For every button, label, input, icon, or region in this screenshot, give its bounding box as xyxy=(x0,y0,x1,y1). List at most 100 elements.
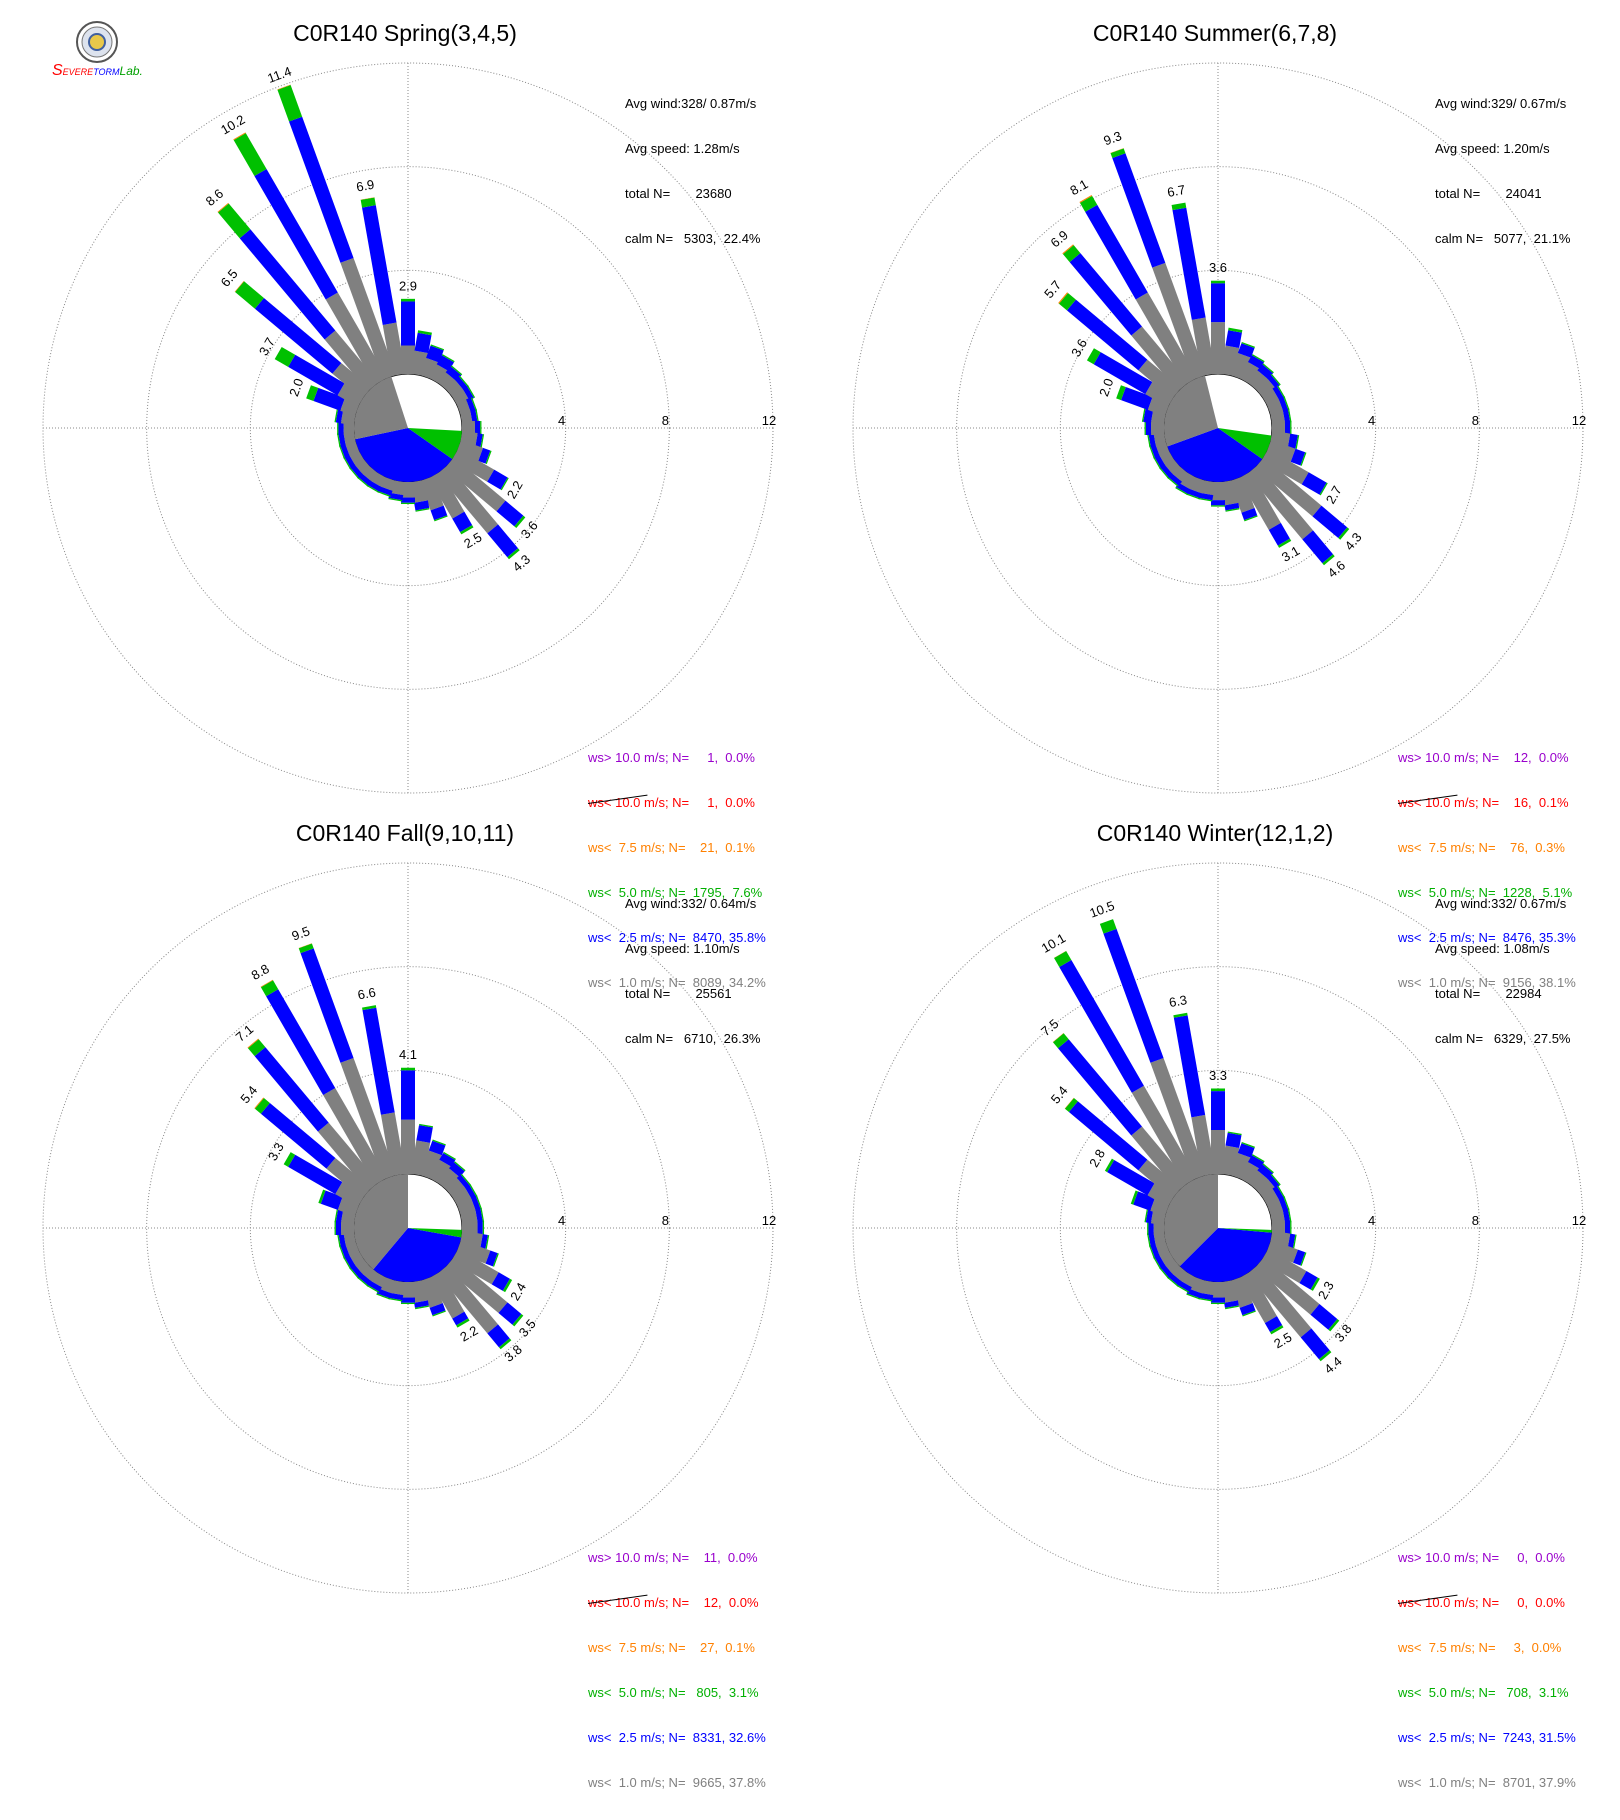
bar-340-green xyxy=(1099,919,1117,934)
bar-60-green xyxy=(1276,1185,1286,1198)
bar-30-green xyxy=(443,1151,456,1161)
bar-100-blue xyxy=(475,433,483,448)
bar-350-gray xyxy=(380,1112,406,1177)
bar-80-green xyxy=(1287,1208,1292,1223)
total-n: total N= 23680 xyxy=(625,186,732,201)
bar-140-blue xyxy=(487,524,519,558)
bar-300-blue xyxy=(288,354,345,396)
bar-label-120: 2.2 xyxy=(504,478,526,501)
bar-140-gray xyxy=(437,1264,499,1334)
bar-280-green xyxy=(1141,407,1146,422)
bar-130-blue xyxy=(1312,505,1348,539)
bar-30-blue xyxy=(1248,355,1265,370)
bar-190-blue xyxy=(388,1292,404,1301)
bar-170-blue xyxy=(414,500,430,511)
bar-150-gray xyxy=(428,471,465,519)
bar-180-green xyxy=(401,502,415,505)
bar-320-orange xyxy=(1052,1033,1064,1043)
ring-label-4: 4 xyxy=(1368,1213,1375,1228)
bar-60-blue xyxy=(462,385,474,401)
bar-0-gray xyxy=(401,345,415,374)
bar-50-gray xyxy=(444,1177,466,1199)
bar-320-green xyxy=(217,203,251,239)
bar-230-green xyxy=(1159,467,1170,479)
legend-ws-gt-10: ws> 10.0 m/s; N= 11, 0.0% xyxy=(588,1550,758,1565)
bar-90-green xyxy=(480,421,482,435)
bar-260-green xyxy=(1147,1233,1151,1248)
bar-340-gray xyxy=(1152,262,1207,380)
calm-sector-green xyxy=(1218,1228,1272,1233)
bar-320-orange xyxy=(1062,244,1074,255)
bar-300-blue xyxy=(1107,1159,1155,1196)
bar-10-blue xyxy=(416,1125,433,1143)
bar-60-green xyxy=(1276,385,1286,398)
bar-90-green xyxy=(1290,421,1292,435)
bar-340-green xyxy=(1110,148,1126,159)
bar-320-orange xyxy=(247,1038,259,1049)
bar-label-340: 9.3 xyxy=(1101,128,1123,148)
bar-120-blue xyxy=(487,469,508,490)
bar-200-green xyxy=(1186,1293,1200,1300)
bar-0-gray xyxy=(401,1119,415,1174)
legend-ws-lt-1: ws< 1.0 m/s; N= 9156, 38.1% xyxy=(1398,975,1576,990)
bar-label-0: 3.6 xyxy=(1209,260,1227,275)
wind-rose-panel-fall: 4 8 12 9.5 8.8 7.1 5.4 3.3 6.6 4.1 2.4 3.5 3.8 2.2 C0… xyxy=(0,800,810,1790)
bar-270-green xyxy=(1144,421,1146,435)
bar-350-blue xyxy=(362,1007,395,1115)
bar-110-gray xyxy=(456,439,484,462)
bar-0-gray xyxy=(1211,1129,1225,1174)
bar-label-330: 10.1 xyxy=(1039,930,1068,956)
bar-label-320: 8.6 xyxy=(203,186,226,209)
bar-190-blue xyxy=(388,492,404,501)
bar-280-blue xyxy=(1145,1208,1154,1224)
bar-label-350: 6.3 xyxy=(1168,992,1188,1010)
bar-260-blue xyxy=(1148,1232,1156,1247)
bar-300-green xyxy=(283,1152,296,1167)
bar-350-gray xyxy=(382,322,406,377)
bar-310-blue xyxy=(260,1102,336,1169)
bar-160-blue xyxy=(1239,1303,1256,1316)
legend: ws> 10.0 m/s; N= 12, 0.0% ws< 10.0 m/s; … xyxy=(1397,720,1576,1020)
bar-label-0: 2.9 xyxy=(399,278,417,293)
bar-160-green xyxy=(432,1310,446,1317)
bar-0-green xyxy=(1211,1088,1225,1092)
bar-30-blue xyxy=(1248,1155,1265,1170)
bar-40-green xyxy=(450,365,463,376)
bar-200-blue xyxy=(1186,1288,1202,1299)
bar-290-blue xyxy=(320,1190,343,1210)
severe-storm-lab-logo: SEVERETORMLab. xyxy=(52,20,143,84)
bar-label-350: 6.7 xyxy=(1166,182,1186,200)
bar-330-green xyxy=(233,133,267,177)
calm-sector-green xyxy=(1218,428,1272,459)
bar-160-gray xyxy=(419,1276,443,1308)
bar-100-green xyxy=(480,434,485,449)
bar-330-orange xyxy=(260,979,274,988)
bar-20-blue xyxy=(1237,1143,1255,1158)
bar-50-gray xyxy=(1254,377,1276,399)
calm-sector-blue xyxy=(373,1228,462,1282)
bar-90-blue xyxy=(477,1221,483,1235)
avg-wind: Avg wind:332/ 0.64m/s xyxy=(625,896,757,911)
bar-200-blue xyxy=(1186,488,1202,499)
legend-ws-lt-5: ws< 5.0 m/s; N= 1228, 5.1% xyxy=(1398,885,1573,900)
bar-240-green xyxy=(1153,1256,1162,1270)
bar-310-green xyxy=(254,1097,270,1114)
bar-210-green xyxy=(366,1284,380,1293)
stats-block: Avg wind:332/ 0.67m/s Avg speed: 1.08m/s… xyxy=(1435,866,1571,1076)
ring-label-8: 8 xyxy=(662,1213,669,1228)
ring-label-12: 12 xyxy=(762,413,776,428)
bar-160-blue xyxy=(429,1303,446,1316)
bar-100-green xyxy=(485,1234,490,1249)
bar-290-green xyxy=(318,1189,326,1204)
bar-270-green xyxy=(337,421,339,435)
bar-140-gray xyxy=(437,464,499,534)
bar-label-330: 10.2 xyxy=(218,112,247,138)
bar-20-green xyxy=(1241,341,1256,348)
bar-350-blue xyxy=(1173,1015,1206,1118)
bar-310-orange xyxy=(234,280,245,293)
bar-10-blue xyxy=(1225,1132,1242,1148)
bar-300-gray xyxy=(1147,1183,1175,1208)
bar-20-gray xyxy=(1229,352,1252,380)
avg-wind: Avg wind:328/ 0.87m/s xyxy=(625,96,757,111)
bar-40-gray xyxy=(1247,370,1269,392)
